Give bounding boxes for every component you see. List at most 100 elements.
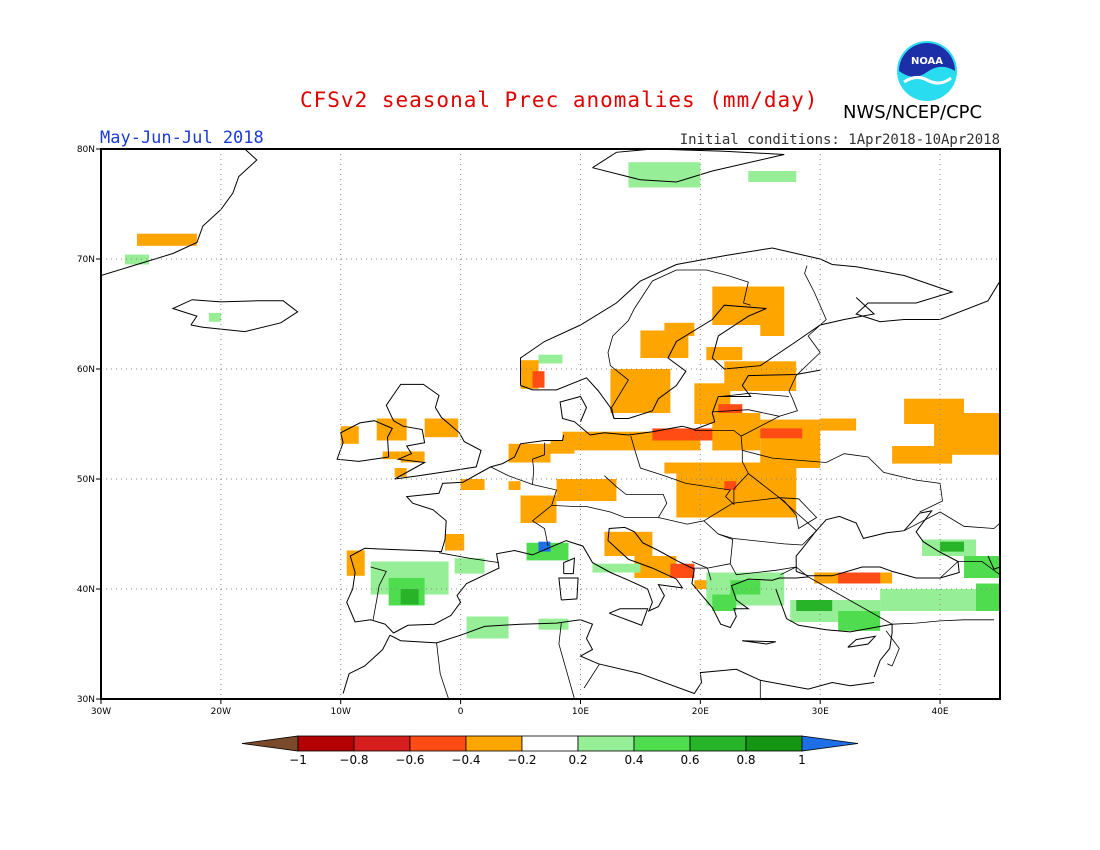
country-border bbox=[939, 561, 1000, 579]
anomaly-cell bbox=[724, 361, 797, 391]
colorbar-arrow-high bbox=[801, 735, 859, 752]
map-title: CFSv2 seasonal Prec anomalies (mm/day) bbox=[300, 88, 819, 112]
coastline bbox=[559, 369, 821, 436]
colorbar-swatch bbox=[745, 735, 803, 752]
coastline bbox=[609, 608, 649, 626]
anomaly-cell bbox=[652, 428, 725, 441]
country-border bbox=[740, 375, 798, 437]
coastline bbox=[389, 619, 875, 695]
agency-label: NWS/NCEP/CPC bbox=[843, 102, 983, 123]
colorbar-label: −0.8 bbox=[339, 753, 368, 767]
country-border bbox=[885, 630, 900, 667]
anomaly-cell bbox=[664, 462, 701, 474]
colorbar-arrow-low bbox=[241, 735, 299, 752]
anomaly-cell bbox=[550, 440, 575, 454]
country-border bbox=[558, 623, 575, 699]
coastline bbox=[101, 149, 258, 276]
noaa-logo-icon: NOAA bbox=[897, 41, 957, 101]
colorbar-label: 0.8 bbox=[736, 753, 755, 767]
colorbar-swatch bbox=[633, 735, 691, 752]
colorbar-label: −0.2 bbox=[507, 753, 536, 767]
country-border bbox=[780, 566, 994, 625]
anomaly-cell bbox=[208, 312, 221, 322]
anomaly-cell bbox=[760, 428, 803, 439]
initial-conditions: Initial conditions: 1Apr2018-10Apr2018 bbox=[679, 132, 1000, 148]
anomaly-cell bbox=[748, 468, 797, 496]
country-border bbox=[630, 435, 732, 497]
anomaly-cell bbox=[670, 563, 695, 578]
colorbar-swatch bbox=[297, 735, 355, 752]
coastline bbox=[847, 635, 877, 648]
anomaly-cell bbox=[424, 418, 459, 438]
colorbar-swatch bbox=[353, 735, 411, 752]
coastline bbox=[385, 383, 482, 480]
anomaly-cell bbox=[724, 481, 737, 490]
anomaly-cell bbox=[592, 563, 641, 573]
coastline bbox=[775, 588, 893, 678]
anomaly-cell bbox=[610, 369, 671, 413]
coastline bbox=[171, 299, 299, 333]
anomaly-cell bbox=[748, 171, 797, 182]
anomaly-cell bbox=[532, 371, 545, 388]
country-border bbox=[720, 392, 790, 397]
coastline bbox=[336, 420, 394, 462]
anomaly-cell bbox=[940, 541, 965, 552]
anomaly-cell bbox=[346, 550, 365, 576]
colorbar-swatch bbox=[465, 735, 523, 752]
coastline bbox=[795, 510, 960, 579]
anomaly-cell bbox=[466, 616, 509, 639]
country-border bbox=[676, 269, 751, 306]
country-border bbox=[490, 466, 558, 547]
coastline bbox=[346, 434, 565, 634]
coastline bbox=[592, 149, 785, 183]
anomaly-cell bbox=[340, 426, 359, 444]
colorbar-swatch bbox=[409, 735, 467, 752]
anomaly-cell bbox=[538, 618, 569, 630]
coastline bbox=[393, 526, 809, 634]
country-border bbox=[742, 450, 943, 513]
anomaly-cell bbox=[136, 233, 197, 246]
anomaly-cell bbox=[538, 541, 551, 552]
lon-tick-label: 0 bbox=[458, 707, 464, 717]
anomaly-cell bbox=[706, 347, 743, 361]
anomaly-cell bbox=[454, 558, 485, 574]
anomaly-cell bbox=[760, 419, 821, 468]
country-border bbox=[658, 517, 797, 576]
anomaly-cell bbox=[520, 495, 557, 523]
anomaly-cell bbox=[712, 594, 737, 611]
country-border bbox=[691, 561, 712, 581]
lat-tick-label: 80N bbox=[77, 145, 95, 155]
colorbar-swatch bbox=[521, 735, 579, 752]
lat-tick-label: 60N bbox=[77, 365, 95, 375]
country-border bbox=[370, 566, 387, 620]
anomaly-cell bbox=[445, 534, 465, 551]
lat-tick-label: 50N bbox=[77, 475, 95, 485]
colorbar-label: 0.6 bbox=[680, 753, 699, 767]
coastline bbox=[987, 555, 1000, 570]
country-border bbox=[438, 552, 500, 563]
country-border bbox=[903, 511, 1000, 532]
anomaly-cell bbox=[460, 479, 485, 490]
anomaly-cell bbox=[382, 451, 401, 460]
anomaly-cell bbox=[964, 556, 1000, 578]
country-border bbox=[532, 442, 545, 485]
lon-tick-label: 20E bbox=[692, 707, 709, 717]
map-frame bbox=[100, 148, 1001, 700]
lon-tick-label: 20W bbox=[211, 707, 231, 717]
anomaly-cell bbox=[730, 580, 761, 595]
anomaly-cell bbox=[712, 413, 761, 451]
lon-tick-label: 10E bbox=[572, 707, 589, 717]
anomaly-cell bbox=[394, 468, 407, 477]
colorbar-label: 1 bbox=[798, 753, 806, 767]
coastline bbox=[558, 577, 579, 601]
colorbar-swatch bbox=[689, 735, 747, 752]
country-border bbox=[607, 269, 677, 419]
anomaly-cell bbox=[838, 572, 881, 584]
anomaly-cell bbox=[796, 600, 833, 611]
anomaly-cell bbox=[538, 354, 563, 364]
lon-tick-label: 40E bbox=[931, 707, 948, 717]
coastline bbox=[742, 640, 776, 645]
forecast-period: May-Jun-Jul 2018 bbox=[100, 128, 264, 148]
anomaly-cell bbox=[634, 556, 677, 578]
